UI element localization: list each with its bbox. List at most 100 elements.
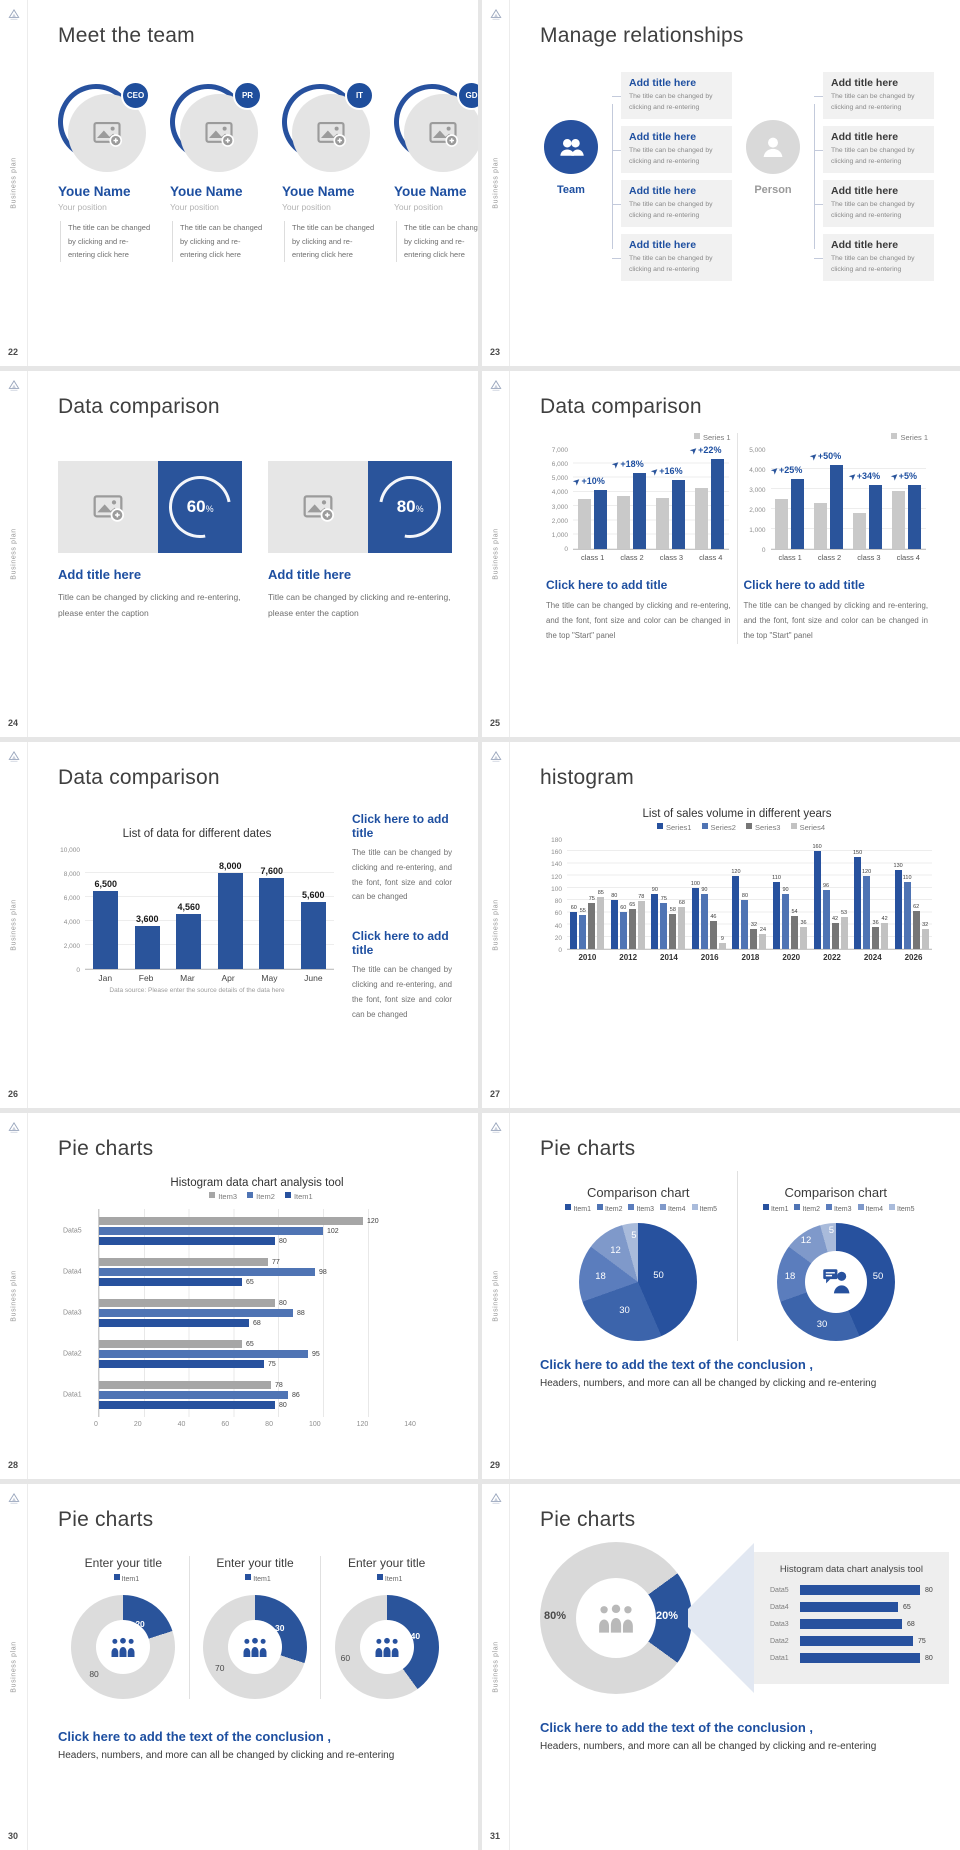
chart-title: Histogram data chart analysis tool [170, 1177, 344, 1189]
team-node: Team [540, 120, 602, 281]
slide-28[interactable]: Business plan 28 Pie charts Histogram da… [0, 1113, 478, 1479]
slice-value: 20% [656, 1610, 679, 1622]
page-number: 25 [490, 718, 501, 728]
legend-label: Series4 [799, 823, 826, 832]
category-label: Data5 [63, 1227, 82, 1235]
pct-label: +18% [620, 459, 644, 469]
x-tick: 2014 [660, 953, 678, 962]
legend-label: Series 1 [702, 433, 731, 442]
pct-label: +16% [659, 466, 683, 476]
page-number: 26 [8, 1089, 19, 1099]
legend-swatch [691, 1204, 698, 1210]
chart-title: Enter your title [84, 1556, 163, 1570]
percent-value: 60 [186, 497, 206, 516]
x-tick: Feb [138, 973, 154, 983]
donut-chart-block: Comparison chart Item1 Item2 Item3 Item4 Ite… [736, 1171, 935, 1341]
category-label: Data4 [63, 1268, 82, 1276]
slide-30[interactable]: Business plan 30 Pie charts Enter your t… [0, 1484, 478, 1850]
image-placeholder-icon [428, 118, 458, 148]
monthly-bar-chart: List of data for different dates 10,000 … [58, 804, 336, 1023]
slide-27[interactable]: Business plan 27 histogram List of sales… [482, 742, 960, 1108]
member-name: Youe Name [394, 184, 467, 199]
slide-rail: Business plan 22 [0, 0, 28, 366]
title-box: Add title here The title can be changed b… [612, 234, 732, 282]
vertical-brand-text: Business plan [10, 157, 17, 209]
bar-chart-panel: Histogram data chart analysis tool Data5… [754, 1552, 949, 1684]
brand-logo-icon [7, 379, 21, 392]
block-title: Click here to add title [743, 578, 865, 592]
slide-25[interactable]: Business plan 25 Data comparison Series … [482, 371, 960, 737]
pct-label: +5% [898, 471, 917, 481]
slice-value: 30 [619, 1305, 630, 1316]
text-blocks: Click here to add title The title can be… [352, 804, 452, 1023]
legend-swatch [790, 823, 797, 829]
bar-value: 98 [319, 1268, 327, 1276]
legend-label: Item5 [699, 1206, 718, 1213]
card-title: Add title here [268, 567, 352, 582]
chart-title: Comparison chart [586, 1185, 690, 1200]
x-tick: 2016 [700, 953, 719, 962]
slide-24[interactable]: Business plan 24 Data comparison 60% Add… [0, 371, 478, 737]
legend-label: Item1 [293, 1192, 313, 1201]
bar-value: 80 [925, 1586, 933, 1594]
x-tick: 2024 [863, 953, 882, 962]
slice-value: 50 [872, 1271, 884, 1282]
x-tick: 120 [356, 1421, 369, 1428]
box-title: Add title here [831, 77, 899, 89]
bar-chart-left: Series 1 7,000 6,000 5,000 4,000 3,000 2… [540, 433, 737, 644]
slide-title: Data comparison [540, 395, 702, 418]
bar-value: 78 [275, 1381, 283, 1389]
legend-label: Item5 [897, 1206, 915, 1213]
bar-value: 8,000 [218, 861, 242, 871]
x-tick: 80 [265, 1421, 273, 1428]
image-placeholder-icon [92, 118, 122, 148]
bar-value: 102 [327, 1227, 339, 1235]
bar-value: 88 [297, 1309, 305, 1317]
chart-title: Histogram data chart analysis tool [779, 1564, 923, 1575]
bar-chart-plot: 7,000 6,000 5,000 4,000 3,000 2,000 1,00… [546, 445, 731, 553]
member-position: Your position [282, 202, 331, 212]
slice-value: 60 [340, 1653, 351, 1663]
slide-23[interactable]: Business plan 23 Manage relationships Te… [482, 0, 960, 366]
team-members: CEO Youe Name Your position The title ca… [44, 70, 478, 262]
y-tick: 10,000 [60, 847, 80, 854]
y-tick: 8,000 [63, 871, 80, 878]
progress-ring: 60% [156, 461, 244, 553]
legend-label: Series 1 [900, 433, 928, 442]
member-description: The title can be changed by clicking and… [60, 221, 152, 262]
slide-31[interactable]: Business plan 31 Pie charts 20% 80% Hist… [482, 1484, 960, 1850]
legend-swatch [113, 1574, 120, 1580]
donut-bar-composite: 20% 80% Histogram data chart analysis to… [540, 1542, 949, 1694]
role-badge: CEO [121, 81, 150, 110]
bar-value: 6,500 [94, 879, 118, 889]
bar-chart-plot: 180 160 140 120 100 80 60 40 20 0 60 55 75… [540, 837, 934, 954]
slide-content: Data comparison 60% Add title here Title… [28, 371, 478, 737]
y-tick: 7,000 [551, 447, 568, 454]
legend-label: Item1 [253, 1576, 271, 1583]
x-tick: Jan [98, 973, 113, 983]
x-tick: 40 [177, 1421, 186, 1428]
box-title: Add title here [629, 131, 697, 144]
box-body: The title can be changed by clicking and… [629, 201, 713, 219]
x-tick: 2018 [741, 953, 760, 962]
donut-chart: 30 70 [203, 1595, 307, 1699]
comparison-card: 60% Add title here Title can be changed … [58, 461, 244, 621]
slice-value: 5 [631, 1230, 637, 1241]
vertical-brand-text: Business plan [492, 157, 499, 209]
y-tick: 4,000 [63, 919, 80, 926]
x-tick: Mar [180, 973, 195, 983]
box-title: Add title here [831, 185, 899, 198]
slide-26[interactable]: Business plan 26 Data comparison List of… [0, 742, 478, 1108]
slide-title: Data comparison [58, 766, 220, 789]
slide-title: histogram [540, 766, 635, 789]
brand-logo-icon [489, 379, 503, 392]
image-placeholder-icon [204, 118, 234, 148]
bar-value: 65 [246, 1278, 254, 1286]
slide-29[interactable]: Business plan 29 Pie charts Comparison c… [482, 1113, 960, 1479]
slice-value: 20 [135, 1619, 145, 1629]
bar-value: 75 [268, 1360, 276, 1368]
slide-rail: Business plan 28 [0, 1113, 28, 1479]
slide-22[interactable]: Business plan 22 Meet the team CEO Youe … [0, 0, 478, 366]
page-number: 27 [490, 1089, 501, 1099]
